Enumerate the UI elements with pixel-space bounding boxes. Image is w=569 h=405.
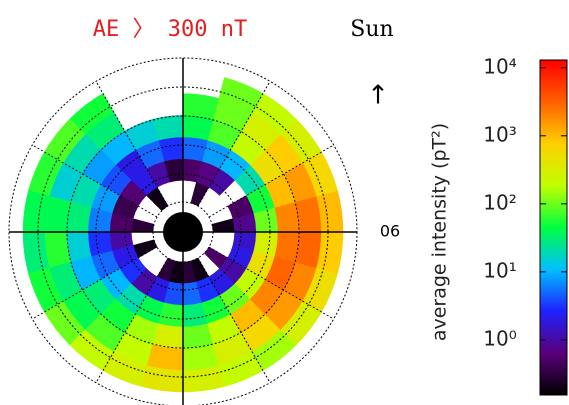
mlt-line: [208, 144, 334, 218]
colorbar-tick-label: 10³: [483, 122, 516, 146]
heat-cell: [44, 231, 71, 269]
mlt-line: [95, 81, 169, 207]
heat-cell: [295, 231, 322, 269]
mlt-line: [32, 246, 158, 320]
heat-cell: [146, 344, 184, 371]
colorbar-tick-label: 10²: [483, 190, 516, 214]
mlt-line: [197, 81, 271, 207]
colorbar-tick-label: 10⁴: [483, 54, 516, 78]
heat-cell: [182, 344, 220, 371]
heat-cell: [218, 77, 264, 113]
heat-cell: [152, 323, 184, 349]
colorbar-label: average intensity (pT²): [429, 123, 451, 341]
mlt-line: [32, 144, 158, 218]
mlt-line: [197, 257, 271, 383]
sun-label: Sun: [350, 17, 393, 42]
heat-cell: [44, 195, 71, 233]
mlt-line: [208, 246, 334, 320]
colorbar: [539, 59, 568, 396]
heat-cell: [182, 93, 220, 120]
heat-cell: [295, 195, 322, 233]
chart-title: AE 〉 300 nT: [93, 17, 247, 42]
dawn-label: 06: [380, 222, 400, 241]
polar-frame: [8, 57, 358, 405]
colorbar-tick-label: 10⁰: [483, 326, 516, 350]
colorbar-tick-label: 10¹: [483, 258, 516, 282]
heat-cell: [211, 218, 235, 233]
sun-arrow: ↑: [367, 81, 389, 111]
pole: [163, 212, 203, 252]
mlt-line: [95, 257, 169, 383]
heat-cell: [131, 218, 155, 233]
